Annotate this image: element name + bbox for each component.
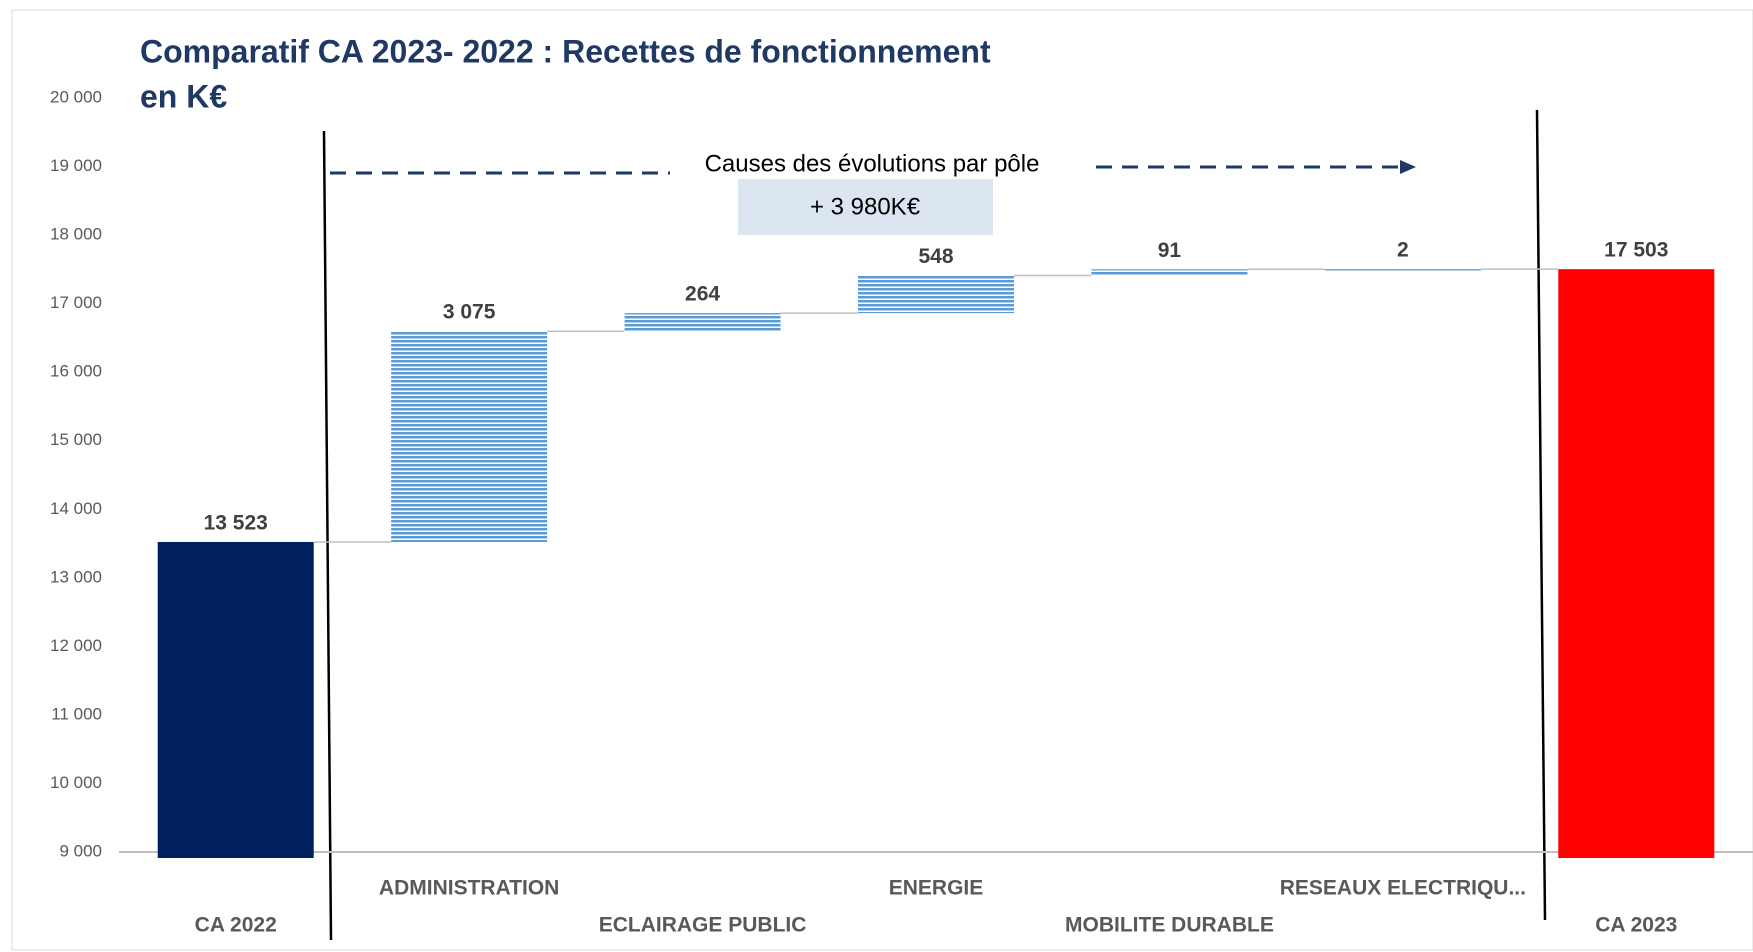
divider — [1535, 109, 1547, 921]
frame — [11, 9, 1753, 951]
annotation-box — [738, 179, 993, 235]
divider — [322, 130, 333, 941]
y-tick-label: 11 000 — [51, 704, 102, 723]
value-label: 2 — [1397, 239, 1409, 262]
value-label: 264 — [685, 283, 720, 306]
y-tick-label: 9 000 — [59, 841, 102, 860]
bar — [1324, 269, 1481, 271]
bar — [157, 541, 314, 858]
chart-title: Comparatif CA 2023- 2022 : Recettes de f… — [140, 33, 991, 69]
value-label: 548 — [918, 245, 953, 268]
x-tick-label: CA 2023 — [1595, 914, 1677, 937]
value-label: 91 — [1158, 239, 1182, 262]
annotation: Causes des évolutions par pôle — [705, 150, 1040, 177]
y-tick-label: 17 000 — [50, 293, 102, 312]
x-tick-label: ECLAIRAGE PUBLIC — [599, 914, 807, 937]
y-tick-label: 18 000 — [50, 225, 102, 244]
y-tick-label: 14 000 — [50, 499, 102, 518]
bar — [624, 313, 781, 332]
y-tick-label: 16 000 — [50, 362, 102, 381]
x-tick-label: MOBILITE DURABLE — [1065, 914, 1274, 937]
x-tick-label: ENERGIE — [889, 877, 984, 900]
x-tick-label: ADMINISTRATION — [379, 877, 559, 900]
x-tick-label: RESEAUX ELECTRIQU... — [1280, 877, 1526, 900]
x-tick-label: CA 2022 — [195, 914, 277, 937]
arrow-head — [1400, 160, 1416, 174]
value-label: 17 503 — [1604, 239, 1668, 262]
value-label: 13 523 — [204, 512, 268, 535]
bar — [858, 275, 1014, 314]
chart-title: en K€ — [140, 78, 227, 114]
y-tick-label: 19 000 — [50, 156, 102, 175]
bar — [1558, 269, 1715, 859]
bar — [1091, 269, 1248, 276]
y-tick-label: 10 000 — [50, 773, 102, 792]
annotation: + 3 980K€ — [810, 193, 921, 220]
bar — [391, 331, 548, 542]
y-tick-label: 15 000 — [50, 430, 102, 449]
y-tick-label: 13 000 — [50, 567, 102, 586]
value-label: 3 075 — [443, 301, 496, 324]
y-tick-label: 12 000 — [50, 636, 102, 655]
y-tick-label: 20 000 — [50, 87, 102, 106]
